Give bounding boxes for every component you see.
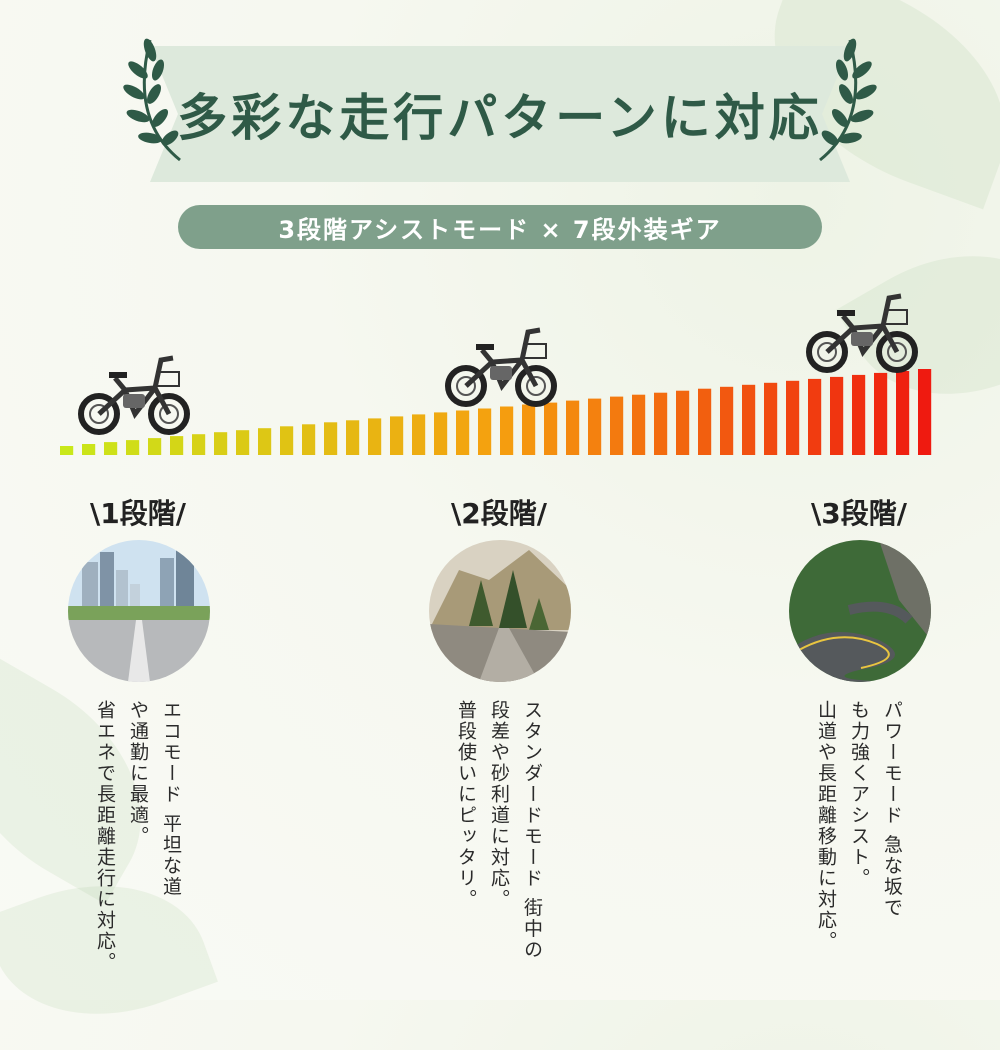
level-3-line1: パワーモード 急な坂で bbox=[881, 700, 903, 919]
bike-icon bbox=[445, 327, 557, 407]
level-bar bbox=[698, 388, 712, 455]
laurel-icon bbox=[123, 38, 181, 162]
level-bar bbox=[412, 414, 426, 455]
level-bar bbox=[82, 444, 96, 455]
level-2-description: スタンダードモード 街中の 段差や砂利道に対応。 普段使いにピッタリ。 bbox=[449, 700, 548, 980]
level-2-line3: 普段使いにピッタリ。 bbox=[455, 700, 477, 910]
level-3-description: パワーモード 急な坂で も力強くアシスト。 山道や長距離移動に対応。 bbox=[809, 700, 908, 980]
level-bar bbox=[500, 406, 514, 455]
assist-level-bars bbox=[60, 369, 932, 455]
level-bar bbox=[126, 440, 140, 455]
level-bar bbox=[830, 376, 844, 455]
level-bar bbox=[764, 382, 778, 455]
level-bar bbox=[654, 392, 668, 455]
level-bar bbox=[808, 378, 822, 455]
level-bar bbox=[368, 418, 382, 455]
level-bar bbox=[478, 408, 492, 455]
level-bar bbox=[258, 428, 272, 455]
level-bar bbox=[60, 446, 74, 455]
level-bar bbox=[104, 442, 118, 455]
bike-icon bbox=[806, 293, 918, 373]
title-banner bbox=[150, 46, 850, 182]
level-bar bbox=[742, 384, 756, 455]
level-2-line2: 段差や砂利道に対応。 bbox=[488, 700, 510, 910]
level-bar bbox=[236, 430, 250, 455]
level-bar bbox=[192, 434, 206, 455]
level-1-line2: や通勤に最適。 bbox=[127, 700, 149, 847]
level-bar bbox=[302, 424, 316, 455]
level-1-label: \1段階/ bbox=[90, 497, 186, 530]
level-bar bbox=[522, 404, 536, 455]
subtitle-pill: 3段階アシストモード × 7段外装ギア bbox=[178, 205, 822, 249]
level-bar bbox=[632, 394, 646, 455]
mountain-road-image bbox=[789, 540, 931, 682]
level-bar bbox=[720, 386, 734, 455]
level-bar bbox=[852, 374, 866, 455]
level-3-label: \3段階/ bbox=[811, 497, 907, 530]
level-bar bbox=[434, 412, 448, 455]
level-bar bbox=[874, 372, 888, 455]
level-bar bbox=[170, 436, 184, 455]
level-bar bbox=[280, 426, 294, 455]
city-road-image bbox=[68, 540, 210, 682]
level-1-description: エコモード 平坦な道 や通勤に最適。 省エネで長距離走行に対応。 bbox=[88, 700, 187, 980]
level-bar bbox=[786, 380, 800, 455]
level-1-line1: エコモード 平坦な道 bbox=[160, 700, 182, 898]
level-bar bbox=[588, 398, 602, 455]
page-title: 多彩な走行パターンに対応 bbox=[177, 89, 823, 147]
level-bar bbox=[544, 402, 558, 455]
bike-icon bbox=[78, 355, 190, 435]
level-bar bbox=[390, 416, 404, 455]
gravel-path-image bbox=[429, 540, 571, 682]
level-bar bbox=[610, 396, 624, 455]
level-bar bbox=[676, 390, 690, 455]
laurel-icon bbox=[819, 38, 877, 162]
level-bar bbox=[346, 420, 360, 455]
level-bar bbox=[214, 432, 228, 455]
level-2-label: \2段階/ bbox=[451, 497, 547, 530]
level-3-line3: 山道や長距離移動に対応。 bbox=[815, 700, 837, 952]
level-bar bbox=[896, 371, 910, 455]
level-bar bbox=[918, 369, 932, 455]
level-3-line2: も力強くアシスト。 bbox=[848, 700, 870, 889]
level-2-line1: スタンダードモード 街中の bbox=[521, 700, 543, 961]
level-bar bbox=[148, 438, 162, 455]
level-bar bbox=[566, 400, 580, 455]
level-bar bbox=[324, 422, 338, 455]
level-bar bbox=[456, 410, 470, 455]
level-1-line3: 省エネで長距離走行に対応。 bbox=[94, 700, 116, 973]
